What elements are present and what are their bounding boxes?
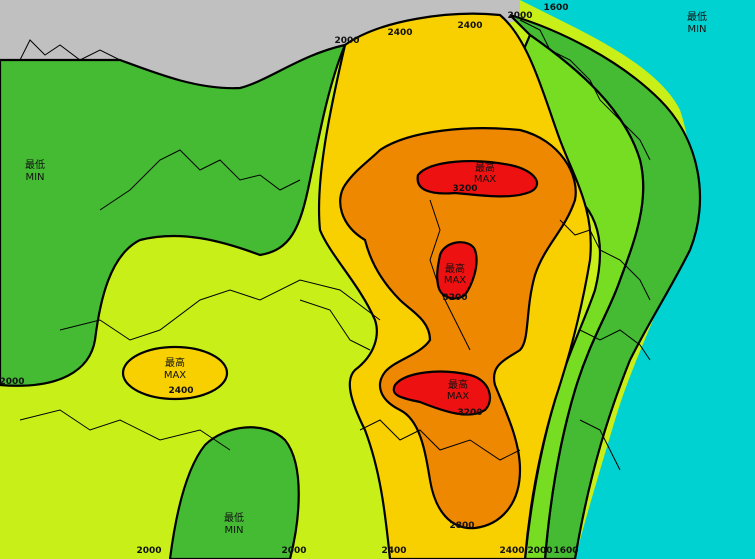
contour-label: 2000 xyxy=(0,377,25,387)
coastline-lines xyxy=(0,19,651,471)
contour-label: 2000 xyxy=(281,546,306,556)
contour-label: 2400 xyxy=(457,21,482,31)
contour-band-min-bottom xyxy=(168,426,300,559)
max-top-zh: 最高 xyxy=(475,161,495,174)
min-bottom-zh: 最低 xyxy=(224,511,244,524)
label-max-west: 最高 MAX xyxy=(164,356,186,381)
min-top-right-en: MIN xyxy=(687,24,706,35)
contour-band-2400-west xyxy=(121,345,229,401)
min-left-en: MIN xyxy=(25,172,44,183)
grey-outside-area xyxy=(0,0,520,89)
label-min-left: 最低 MIN xyxy=(25,158,45,183)
min-bottom-en: MIN xyxy=(224,525,243,536)
contour-label: 2400 xyxy=(499,546,524,556)
max-top-en: MAX xyxy=(474,174,496,185)
label-max-lower: 最高 MAX xyxy=(447,378,469,402)
contour-label: 2000 xyxy=(334,36,359,46)
contour-label: 2800 xyxy=(449,521,474,531)
contour-label: 3200 xyxy=(442,293,467,303)
min-left-zh: 最低 xyxy=(25,158,45,171)
contour-label: 3200 xyxy=(457,408,482,418)
contour-label: 2400 xyxy=(168,386,193,396)
contour-band-max-middle xyxy=(436,241,478,300)
contour-label: 1600 xyxy=(543,3,568,13)
max-middle-en: MAX xyxy=(444,275,466,286)
label-min-bottom: 最低 MIN xyxy=(224,511,244,536)
min-top-right-zh: 最低 xyxy=(687,10,707,23)
contour-band-max-lower xyxy=(392,370,492,416)
max-lower-en: MAX xyxy=(447,391,469,402)
max-middle-zh: 最高 xyxy=(445,262,465,275)
max-lower-zh: 最高 xyxy=(448,378,468,391)
max-west-zh: 最高 xyxy=(165,356,185,369)
contour-label: 1600 xyxy=(553,546,578,556)
contour-label: 2400 xyxy=(387,28,412,38)
contour-band-max-top xyxy=(416,160,538,198)
sea-area xyxy=(520,0,755,559)
contour-label: 2000 xyxy=(136,546,161,556)
label-max-top: 最高 MAX xyxy=(474,161,496,185)
contour-label: 2400 xyxy=(381,546,406,556)
contour-label: 3200 xyxy=(452,184,477,194)
contour-label: 2000 xyxy=(507,11,532,21)
contour-value-labels: 2000 2400 2400 2000 1600 2000 2400 3200 … xyxy=(0,3,579,556)
label-max-middle: 最高 MAX xyxy=(444,262,466,286)
contour-label: 2000 xyxy=(527,546,552,556)
max-west-en: MAX xyxy=(164,370,186,381)
contour-band-2800 xyxy=(339,127,577,530)
label-min-top-right: 最低 MIN xyxy=(687,10,707,35)
